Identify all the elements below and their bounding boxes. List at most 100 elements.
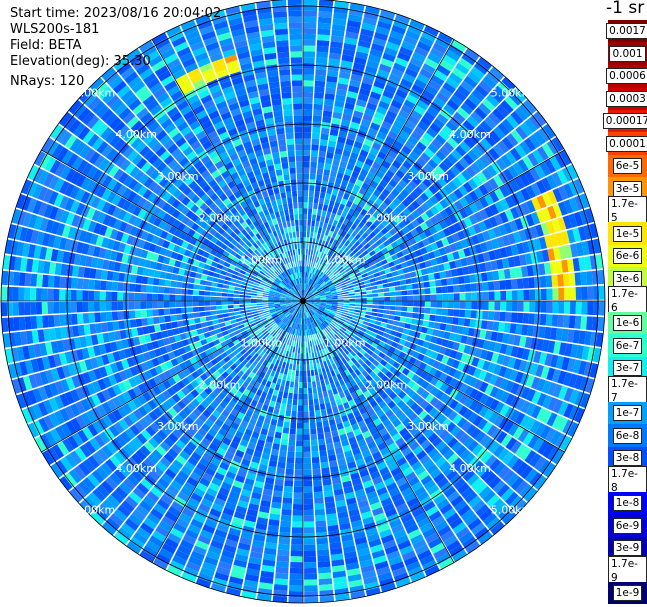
- range-gate-cell: [393, 280, 401, 287]
- range-gate-cell: [394, 57, 409, 68]
- range-gate-cell: [395, 301, 402, 306]
- range-gate-cell: [112, 321, 120, 331]
- range-gate-cell: [316, 270, 321, 276]
- range-gate-cell: [376, 131, 387, 141]
- range-gate-cell: [358, 330, 366, 336]
- range-gate-cell: [30, 316, 38, 330]
- range-gate-cell: [344, 102, 355, 111]
- range-gate-cell: [347, 85, 360, 94]
- range-gate-cell: [555, 231, 565, 246]
- range-gate-cell: [198, 301, 205, 307]
- range-gate-cell: [557, 216, 567, 231]
- range-gate-cell: [310, 433, 318, 441]
- range-gate-cell: [350, 254, 357, 261]
- range-gate-cell: [454, 62, 470, 75]
- range-gate-cell: [325, 305, 332, 309]
- range-gate-cell: [332, 238, 338, 246]
- range-gate-cell: [484, 206, 494, 218]
- range-gate-cell: [280, 520, 292, 528]
- range-gate-cell: [512, 87, 527, 102]
- range-gate-cell: [331, 307, 338, 310]
- range-gate-cell: [458, 157, 470, 169]
- range-gate-cell: [557, 201, 568, 216]
- range-gate-cell: [435, 315, 442, 323]
- range-gate-cell: [467, 149, 479, 162]
- range-gate-cell: [371, 141, 382, 151]
- range-gate-cell: [542, 443, 555, 459]
- range-gate-cell: [53, 302, 60, 315]
- range-gate-cell: [429, 280, 436, 288]
- range-gate-cell: [499, 184, 510, 198]
- range-gate-cell: [273, 584, 289, 591]
- range-gate-cell: [348, 251, 355, 259]
- range-gate-cell: [515, 125, 528, 140]
- range-gate-cell: [364, 157, 374, 167]
- range-gate-cell: [330, 275, 336, 281]
- range-gate-cell: [498, 321, 506, 332]
- range-gate-cell: [340, 244, 347, 252]
- range-gate-cell: [187, 289, 194, 296]
- range-gate-cell: [316, 286, 322, 291]
- range-gate-cell: [303, 463, 312, 470]
- range-gate-cell: [314, 503, 325, 510]
- range-gate-cell: [128, 292, 135, 301]
- range-gate-cell: [454, 161, 465, 173]
- range-gate-cell: [354, 51, 369, 60]
- range-gate-cell: [574, 315, 582, 329]
- range-gate-cell: [463, 216, 473, 228]
- range-gate-cell: [339, 65, 352, 74]
- range-gate-cell: [463, 344, 472, 355]
- range-gate-cell: [508, 423, 520, 437]
- range-gate-cell: [325, 262, 331, 268]
- range-gate-cell: [317, 278, 323, 284]
- range-gate-cell: [291, 533, 303, 540]
- range-gate-cell: [158, 278, 166, 287]
- range-gate-cell: [310, 428, 317, 435]
- range-gate-cell: [539, 161, 551, 177]
- range-gate-cell: [413, 294, 420, 301]
- range-gate-cell: [493, 280, 501, 291]
- range-gate-cell: [99, 301, 106, 312]
- range-gate-cell: [318, 150, 326, 158]
- range-gate-cell: [438, 246, 447, 256]
- range-gate-cell: [445, 323, 453, 332]
- range-gate-cell: [405, 278, 412, 285]
- range-gate-cell: [489, 66, 505, 81]
- range-gate-cell: [366, 256, 374, 263]
- range-gate-cell: [450, 132, 463, 145]
- range-gate-cell: [357, 154, 367, 163]
- range-gate-cell: [488, 130, 501, 144]
- range-gate-cell: [318, 308, 325, 312]
- range-gate-cell: [442, 293, 449, 301]
- range-gate-cell: [64, 301, 71, 314]
- range-gate-cell: [460, 353, 469, 363]
- range-gate-cell: [467, 178, 478, 190]
- range-gate-cell: [313, 92, 324, 99]
- range-gate-cell: [382, 239, 391, 247]
- range-gate-cell: [306, 225, 311, 232]
- range-gate-cell: [382, 52, 396, 63]
- range-gate-cell: [152, 285, 159, 294]
- range-gate-cell: [378, 63, 392, 73]
- range-gate-cell: [324, 93, 335, 101]
- range-gate-cell: [277, 543, 291, 551]
- range-gate-cell: [362, 276, 370, 281]
- range-gate-cell: [321, 253, 327, 260]
- range-gate-cell: [383, 287, 390, 293]
- range-gate-cell: [448, 293, 454, 301]
- range-gate-cell: [561, 166, 574, 182]
- range-gate-cell: [398, 164, 409, 175]
- range-gate-cell: [429, 205, 439, 216]
- range-gate-cell: [581, 286, 588, 300]
- range-gate-cell: [12, 287, 19, 301]
- range-gate-cell: [385, 110, 398, 120]
- range-gate-cell: [376, 344, 384, 352]
- range-gate-cell: [489, 89, 504, 104]
- range-gate-cell: [531, 404, 542, 419]
- range-gate-cell: [323, 286, 329, 291]
- range-gate-cell: [442, 157, 454, 169]
- range-gate-cell: [210, 291, 217, 297]
- range-gate-cell: [384, 84, 397, 94]
- range-gate-cell: [306, 237, 310, 244]
- range-gate-cell: [30, 302, 37, 316]
